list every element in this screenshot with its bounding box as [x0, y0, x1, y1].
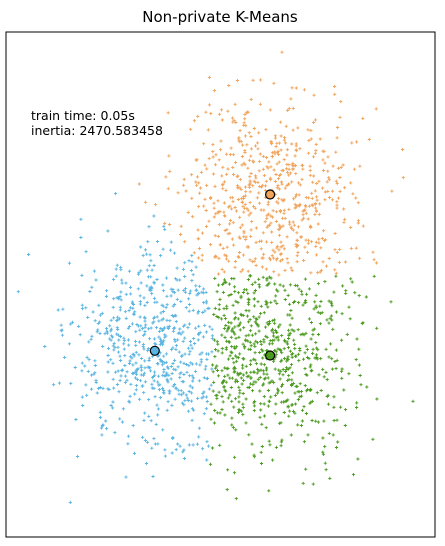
scatter-points-layer [16, 50, 415, 504]
train-time-annotation: train time: 0.05s [31, 108, 135, 123]
plot-area-frame [5, 31, 436, 538]
inertia-annotation: inertia: 2470.583458 [31, 123, 163, 138]
cluster-0-points [16, 192, 214, 504]
centroid-1 [265, 189, 276, 200]
chart-title: Non-private K-Means [142, 8, 298, 26]
centroid-0 [149, 345, 160, 356]
centroids-layer [149, 189, 276, 361]
cluster-2-points [208, 274, 415, 501]
cluster-1-points [137, 50, 405, 277]
centroid-2 [265, 350, 276, 361]
